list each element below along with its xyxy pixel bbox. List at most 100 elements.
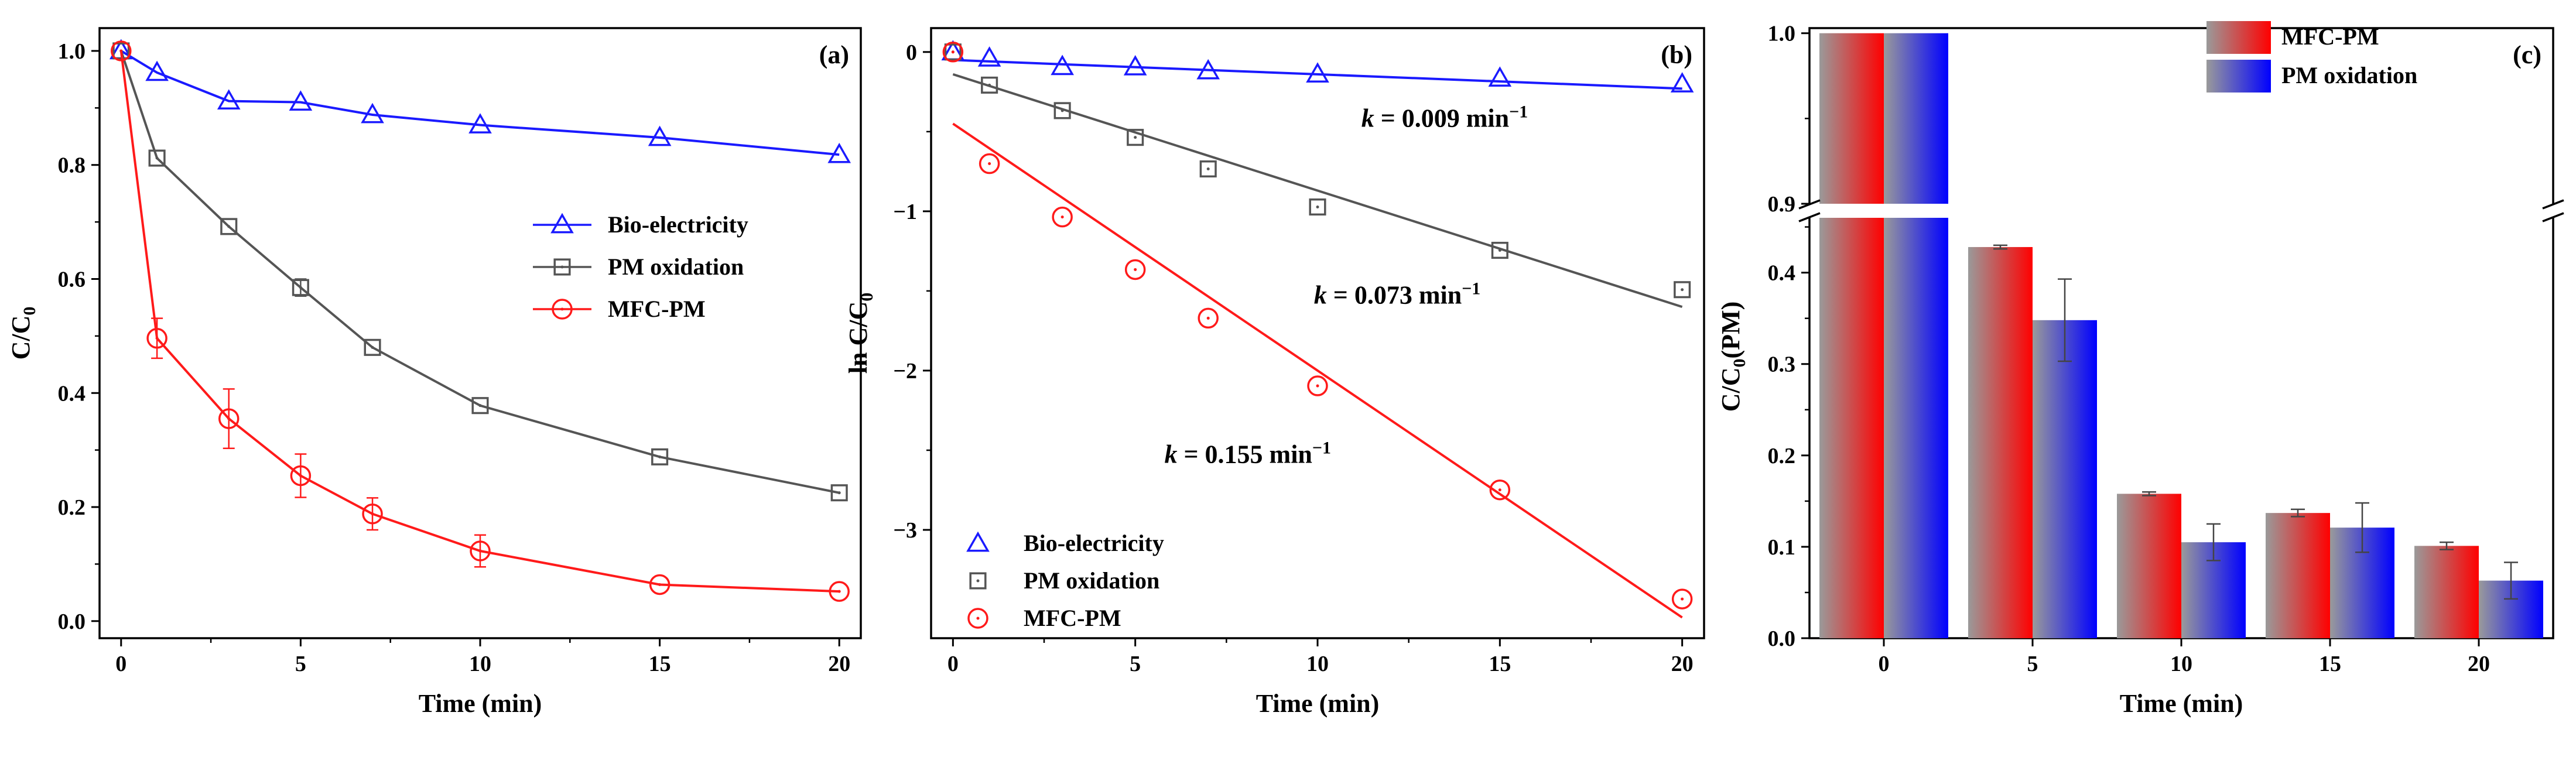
series-mfc-pm [942,42,1693,619]
legend-label: MFC-PM [1024,605,1121,631]
series-line [119,50,840,494]
data-point-center [951,50,955,54]
bar [2033,320,2097,638]
rate-annotation: k = 0.009 min−1 [1361,102,1528,133]
data-point [827,142,851,163]
panel-b: 0 5 10 15 20 0 −1 −2 −3 Time (min) ln C/C0 (b) k = 0… [844,27,1705,718]
data-point [1488,66,1512,87]
x-tick-label: 20 [828,652,850,676]
legend-key-marker-center [560,265,564,269]
data-point [1053,102,1071,119]
bar [2266,513,2330,638]
y-tick-label: 0 [906,40,917,65]
legend-label: PM oxidation [1024,567,1159,594]
data-point-center [837,491,841,495]
bar-upper [1884,33,1948,204]
data-point [218,408,240,429]
x-tick-label: 5 [295,652,306,676]
x-tick-label: 0 [947,652,959,676]
legend-label: Bio-electricity [608,211,748,238]
bar [1819,218,1884,638]
x-tick-label: 10 [2170,652,2192,676]
legend-label: PM oxidation [2281,62,2417,88]
data-point [1051,54,1074,76]
y-tick-label: 0.6 [58,267,86,292]
y-tick-label: 0.2 [1768,444,1796,468]
data-point-center [371,512,374,516]
data-point [1052,206,1073,228]
axis-break-mark [1798,212,1821,222]
bar [2117,494,2181,638]
series-mfc-pm [1819,33,2479,638]
data-point [1198,307,1219,329]
data-point [1674,281,1691,299]
y-tick-label: 0.8 [58,153,86,178]
data-point-center [1134,136,1137,139]
y-axis-title: C/C0 [6,307,39,360]
data-point [651,448,669,465]
data-point [290,465,312,487]
panel-a: 0 5 10 15 20 0.0 0.2 0.4 0.6 0.8 1.0 Time (min) C/C0… [6,27,862,718]
data-point-center [1060,109,1064,112]
legend-label: MFC-PM [2281,23,2379,50]
y-tick-label: 0.4 [58,381,86,406]
legend-key-marker [553,258,571,276]
data-point [217,89,241,110]
legend-key [2206,21,2271,54]
series-pm-oxidation [1884,33,2543,638]
legend-key [967,608,988,629]
data-point-center [478,549,482,553]
data-point-center [1316,206,1319,209]
data-point [981,76,998,94]
legend: Bio-electricity PM oxidation MFC-PM [533,211,748,322]
panel-letter: (c) [2513,40,2541,69]
x-tick-label: 20 [1671,652,1694,676]
legend: Bio-electricity PM oxidation MFC-PM [966,530,1164,631]
legend-key-marker-center [560,307,564,311]
legend-key-marker [550,213,574,234]
x-tick-label: 0 [1879,652,1890,676]
fit-line [952,73,1683,309]
x-axis-title: Time (min) [1256,689,1380,718]
data-point-center [1498,249,1501,252]
y-tick-label: 1.0 [58,39,86,64]
legend-label: Bio-electricity [1024,530,1164,556]
data-point [364,338,381,356]
data-point-center [1206,167,1210,171]
panel-c: 0.0 0.1 0.2 0.3 0.4 0.9 1.0 0 5 10 15 20 Time (min) C… [1716,21,2565,718]
data-point [829,581,850,602]
data-point-center [227,417,231,420]
data-point [1127,129,1144,146]
y-tick-label: 0.3 [1768,352,1796,377]
data-point-center [1316,384,1319,388]
legend-key [966,531,990,552]
data-point [1123,55,1147,76]
x-tick-label: 10 [469,652,491,676]
y-tick-label: 0.0 [1768,626,1796,651]
data-point [292,279,309,296]
axis-break-mark [2542,199,2564,210]
x-tick-label: 15 [649,652,671,676]
data-point [1307,375,1328,396]
data-point [1196,59,1220,80]
legend: MFC-PM PM oxidation [2206,21,2417,93]
y-tick-label: 0.2 [58,495,86,520]
legend-key [2206,60,2271,93]
data-point [145,60,169,81]
data-point [146,328,167,349]
data-point [471,397,489,415]
y-axis-title: C/C0(PM) [1716,302,1749,412]
data-point-center [1134,268,1137,271]
data-point [1124,259,1146,280]
x-tick-label: 20 [2468,652,2490,676]
x-tick-label: 5 [1130,652,1141,676]
axis-break-mark [2542,212,2564,222]
bar-upper [1819,33,1884,204]
data-point [1199,160,1217,178]
panel-letter: (a) [819,40,849,69]
data-point [1309,198,1326,216]
data-point-center [227,225,231,228]
series-pm-oxidation [944,43,1691,309]
series-bio-electricity [109,39,851,163]
